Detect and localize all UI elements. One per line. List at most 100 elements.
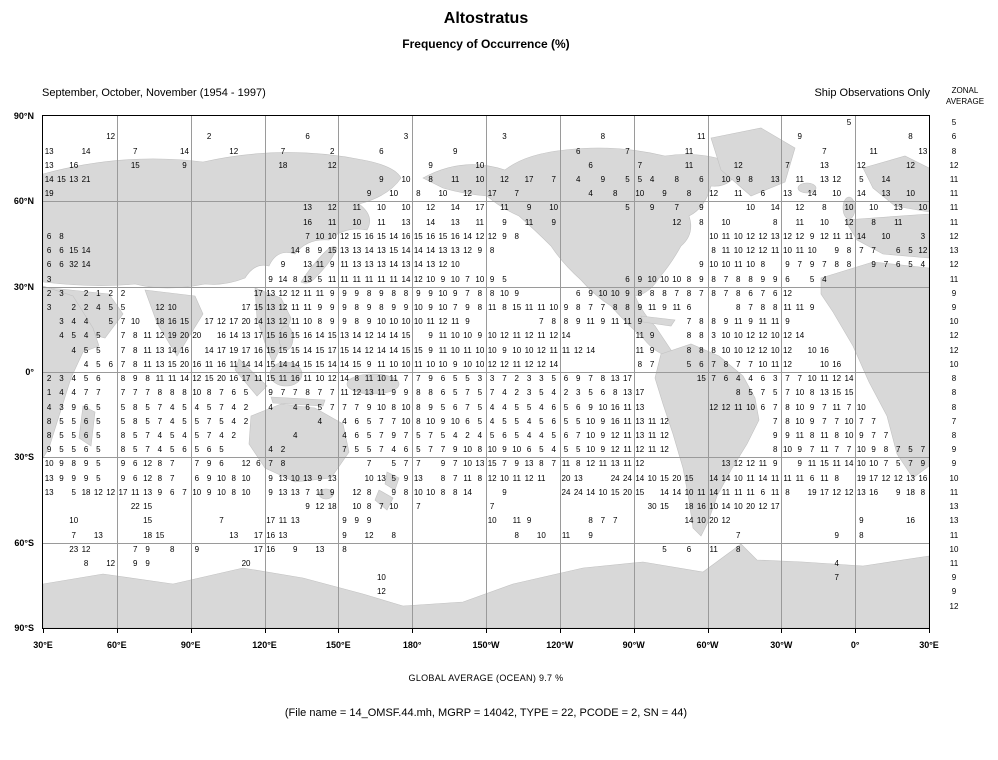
grid-value: 6	[760, 402, 766, 412]
grid-value: 8	[686, 345, 692, 355]
grid-value: 6	[96, 374, 101, 384]
grid-value: 5	[465, 374, 470, 384]
grid-value: 7	[133, 146, 138, 156]
grid-value: 6	[305, 402, 310, 412]
grid-value: 5	[859, 174, 864, 184]
grid-value: 11	[734, 317, 743, 327]
grid-value: 14	[241, 359, 251, 369]
grid-value: 8	[711, 246, 716, 256]
grid-value: 7	[785, 160, 790, 170]
grid-value: 10	[819, 217, 829, 227]
grid-value: 10	[352, 502, 362, 512]
grid-value: 10	[856, 402, 866, 412]
grid-value: 15	[376, 231, 386, 241]
longitude-label: 90°E	[180, 640, 201, 650]
grid-value: 13	[524, 459, 534, 469]
grid-value: 7	[329, 388, 335, 398]
grid-value: 5	[551, 374, 556, 384]
grid-value: 13	[819, 174, 829, 184]
grid-value: 12	[659, 430, 669, 440]
grid-value: 14	[586, 345, 596, 355]
grid-value: 13	[893, 203, 903, 213]
grid-value: 9	[551, 217, 556, 227]
grid-value: 12	[499, 359, 509, 369]
grid-value: 11	[377, 217, 386, 227]
grid-value: 11	[771, 359, 780, 369]
grid-value: 10	[401, 174, 411, 184]
grid-value: 11	[672, 302, 681, 312]
grid-value: 12	[783, 359, 792, 369]
grid-value: 5	[194, 416, 200, 426]
longitude-axis: 30°E 60°E 90°E 120°E 150°E 180° 150°W 120°W 90°W…	[33, 640, 939, 654]
grid-value: 7	[674, 203, 679, 213]
grid-value: 6	[686, 544, 692, 554]
grid-value: 6	[46, 231, 52, 241]
grid-value: 8	[120, 445, 126, 455]
grid-value: 6	[809, 473, 815, 483]
grid-value: 5	[440, 402, 446, 412]
grid-value: 8	[120, 374, 126, 384]
axis-tick	[707, 628, 709, 633]
grid-value: 10	[733, 502, 743, 512]
grid-value: 11	[832, 459, 841, 469]
grid-value: 10	[463, 459, 472, 469]
grid-value: 6	[576, 288, 581, 298]
grid-value: 13	[623, 388, 632, 398]
grid-value: 14	[795, 331, 805, 341]
grid-value: 13	[450, 217, 460, 227]
grid-value: 12	[352, 487, 362, 497]
grid-value: 9	[416, 288, 421, 298]
grid-value: 16	[229, 374, 239, 384]
file-info-label: (File name = 14_OMSF.44.mh, MGRP = 14042…	[284, 707, 688, 719]
grid-value: 12	[746, 459, 755, 469]
grid-value: 11	[623, 445, 632, 455]
grid-value: 12	[733, 160, 743, 170]
grid-value: 11	[844, 231, 854, 241]
grid-value: 3	[59, 288, 64, 298]
grid-value: 6	[699, 174, 704, 184]
grid-value: 9	[625, 288, 630, 298]
grid-value: 12	[487, 473, 497, 483]
grid-value: 10	[426, 487, 436, 497]
grid-value: 9	[329, 487, 335, 497]
longitude-label: 90°W	[622, 640, 645, 650]
grid-value: 10	[721, 331, 731, 341]
grid-value: 12	[340, 231, 349, 241]
grid-value: 11	[537, 331, 546, 341]
landmass-iceland	[797, 182, 817, 194]
grid-value: 8	[46, 416, 52, 426]
grid-value: 14	[278, 359, 288, 369]
grid-value: 7	[305, 231, 310, 241]
grid-value: 10	[746, 260, 755, 270]
grid-value: 11	[734, 260, 743, 270]
grid-value: 12	[241, 459, 251, 469]
grid-value: 12	[487, 231, 497, 241]
grid-value: 3	[403, 132, 409, 142]
grid-value: 3	[711, 331, 716, 341]
grid-value: 11	[451, 174, 460, 184]
grid-value: 7	[428, 445, 433, 455]
grid-value: 5	[59, 430, 64, 440]
longitude-label: 180°	[402, 640, 422, 650]
grid-value: 10	[746, 203, 755, 213]
grid-value: 13	[315, 544, 325, 554]
grid-value: 5	[514, 402, 519, 412]
grid-value: 7	[465, 402, 470, 412]
grid-value: 9	[588, 530, 593, 540]
grid-value: 8	[489, 288, 495, 298]
grid-value: 7	[908, 459, 913, 469]
grid-value: 8	[637, 359, 643, 369]
grid-value: 9	[268, 473, 273, 483]
grid-value: 5	[108, 302, 113, 312]
grid-value: 14	[463, 231, 472, 241]
grid-value: 11	[623, 459, 632, 469]
grid-value: 6	[206, 445, 212, 455]
grid-value: 9	[157, 487, 163, 497]
grid-value: 9	[600, 416, 606, 426]
grid-value: 9	[194, 544, 200, 554]
grid-value: 9	[342, 516, 347, 526]
grid-value: 12	[733, 459, 743, 469]
grid-value: 8	[453, 487, 458, 497]
zonal-average-value: 10	[949, 359, 959, 369]
latitude-label: 60°S	[14, 537, 34, 548]
